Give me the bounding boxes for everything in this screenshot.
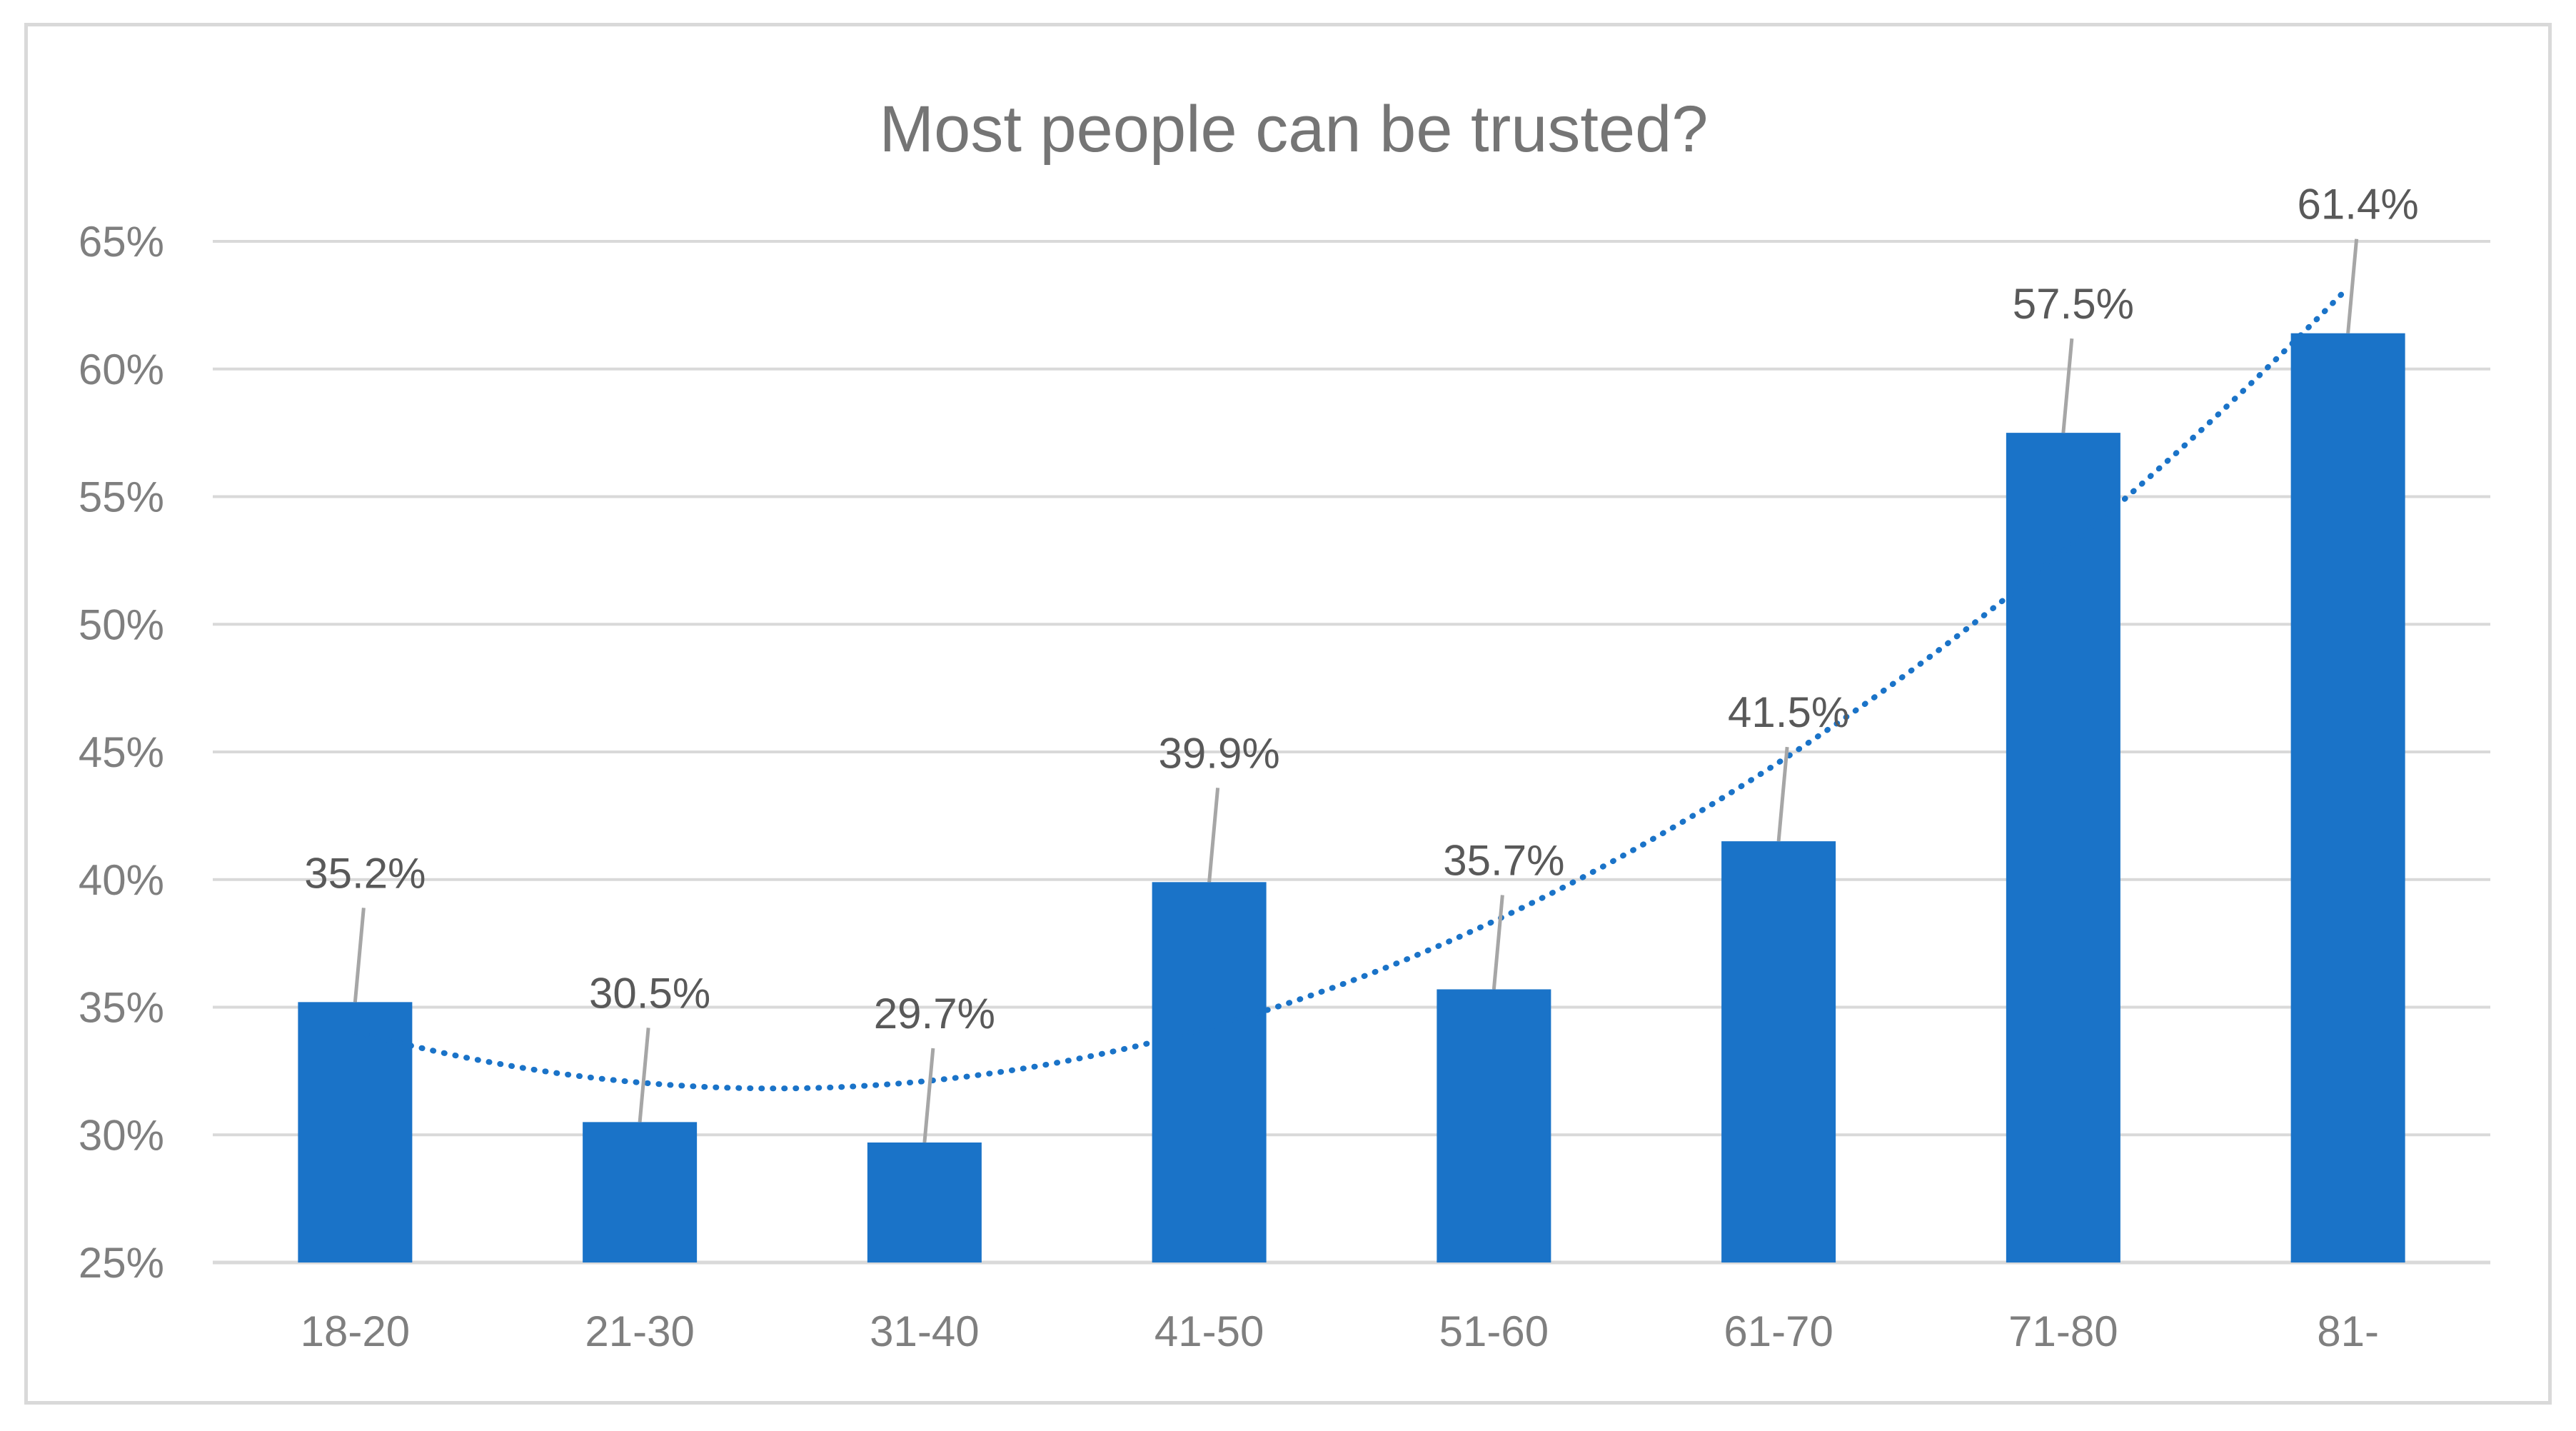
data-label: 41.5% [1728, 688, 1849, 736]
leader-line [638, 1028, 650, 1123]
trendline [352, 284, 2351, 1092]
y-tick-label: 25% [79, 1239, 164, 1287]
y-tick-label: 60% [79, 346, 164, 393]
data-label: 29.7% [874, 990, 995, 1038]
y-tick-label: 65% [79, 218, 164, 266]
data-label: 35.2% [304, 849, 426, 897]
trendline-layer [352, 284, 2351, 1092]
x-tick-label: 21-30 [585, 1307, 694, 1355]
data-labels: 35.2% 30.5% 29.7% 39.9% 35.7% 41.5% 57.5% 61.4% [304, 181, 2418, 1038]
gridlines [213, 240, 2490, 1265]
x-tick-label: 51-60 [1439, 1307, 1549, 1355]
y-tick-label: 40% [79, 856, 164, 904]
x-axis-ticks: 18-20 21-30 31-40 41-50 51-60 61-70 71-80 81- [301, 1307, 2379, 1355]
bar [1437, 989, 1551, 1262]
bar [1152, 882, 1267, 1262]
data-label: 61.4% [2298, 181, 2419, 229]
leader-line [1776, 746, 1789, 842]
bar [2006, 433, 2120, 1262]
y-tick-label: 50% [79, 601, 164, 648]
leader-line [1491, 895, 1504, 990]
y-tick-label: 30% [79, 1111, 164, 1159]
y-tick-label: 55% [79, 473, 164, 521]
y-tick-label: 45% [79, 728, 164, 776]
bar [298, 1002, 413, 1262]
x-tick-label: 71-80 [2008, 1307, 2118, 1355]
leader-line [922, 1048, 935, 1143]
y-tick-label: 35% [79, 984, 164, 1032]
bars [298, 333, 2405, 1263]
x-tick-label: 31-40 [870, 1307, 979, 1355]
data-label: 39.9% [1159, 729, 1280, 777]
bar [2290, 333, 2405, 1263]
leader-line [353, 908, 366, 1003]
bar [1721, 841, 1836, 1262]
x-tick-label: 18-20 [301, 1307, 410, 1355]
data-label: 57.5% [2013, 280, 2134, 328]
x-tick-label: 41-50 [1154, 1307, 1264, 1355]
bar [583, 1122, 698, 1262]
chart-title: Most people can be trusted? [880, 93, 1709, 166]
leader-lines [353, 239, 2359, 1143]
data-label: 30.5% [589, 969, 710, 1017]
y-axis-ticks: 25% 30% 35% 40% 45% 50% 55% 60% 65% [79, 218, 164, 1287]
leader-line [2346, 239, 2359, 333]
leader-line [2061, 338, 2074, 433]
leader-line [1207, 788, 1220, 883]
bar [867, 1142, 982, 1262]
data-label: 35.7% [1443, 836, 1564, 884]
chart-frame [24, 23, 2552, 1405]
x-tick-label: 81- [2317, 1307, 2379, 1355]
x-tick-label: 61-70 [1724, 1307, 1833, 1355]
